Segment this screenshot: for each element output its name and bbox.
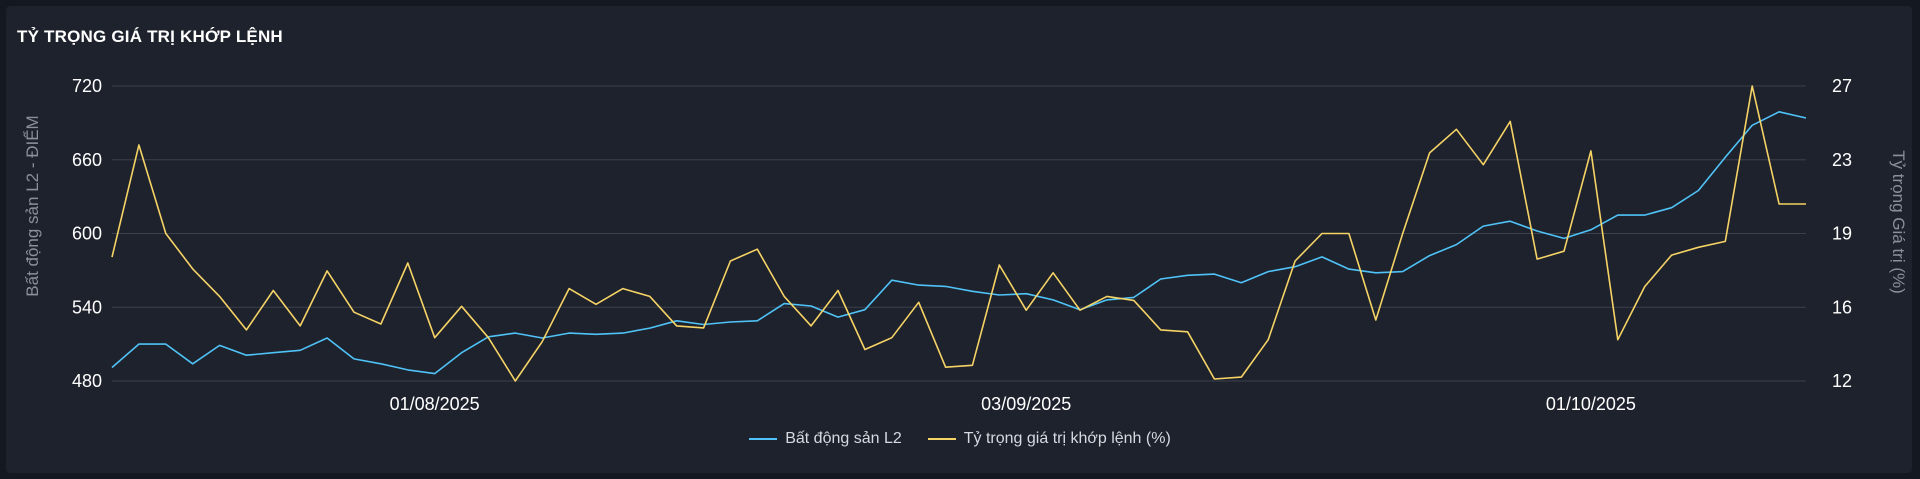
right-tick-label: 19 — [1832, 224, 1852, 244]
legend-item-ratio[interactable]: Tỷ trọng giá trị khớp lệnh (%) — [927, 430, 1171, 448]
right-tick-label: 23 — [1832, 150, 1852, 170]
right-axis-label: Tỷ trọng Giá trị (%) — [1889, 150, 1908, 294]
legend-swatch-yellow — [927, 438, 956, 440]
legend-label-ratio: Tỷ trọng giá trị khớp lệnh (%) — [963, 430, 1171, 447]
left-tick-label: 480 — [72, 371, 102, 391]
left-axis-label: Bất động sản L2 - ĐIỂM — [23, 115, 42, 296]
legend-label-l2: Bất động sản L2 — [785, 430, 902, 447]
right-tick-label: 16 — [1832, 297, 1852, 317]
right-axis-ticks: 12 16 19 23 27 — [1832, 76, 1852, 391]
x-tick-label: 01/08/2025 — [390, 394, 480, 414]
right-tick-label: 27 — [1832, 76, 1852, 96]
grid-lines — [112, 85, 1806, 382]
left-axis-ticks: 480 540 600 660 720 — [72, 76, 102, 391]
left-tick-label: 660 — [72, 150, 102, 170]
chart-panel — [6, 6, 1912, 473]
left-tick-label: 720 — [72, 76, 102, 96]
legend-swatch-blue — [749, 438, 778, 440]
chart-title: TỶ TRỌNG GIÁ TRỊ KHỚP LỆNH — [17, 27, 283, 46]
legend-item-l2[interactable]: Bất động sản L2 — [749, 430, 902, 448]
series-line-bds-l2[interactable] — [111, 111, 1807, 375]
legend: Bất động sản L2 Tỷ trọng giá trị khớp lệ… — [0, 430, 1920, 448]
series-lines — [111, 85, 1807, 382]
right-tick-label: 12 — [1832, 371, 1852, 391]
x-tick-label: 03/09/2025 — [981, 394, 1071, 414]
left-tick-label: 600 — [72, 224, 102, 244]
series-line-ty-trong[interactable] — [111, 85, 1806, 382]
x-tick-label: 01/10/2025 — [1546, 394, 1636, 414]
left-tick-label: 540 — [72, 297, 102, 317]
x-axis-ticks: 01/08/2025 03/09/2025 01/10/2025 — [390, 394, 1636, 414]
